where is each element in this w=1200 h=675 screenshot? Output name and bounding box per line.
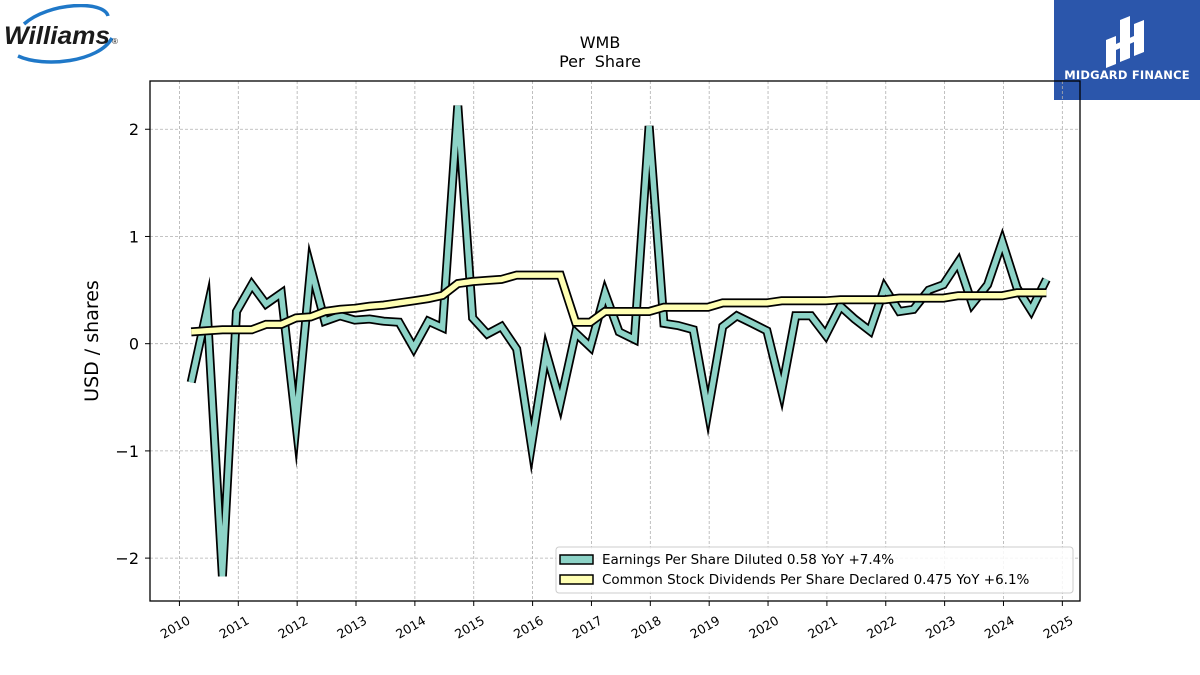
x-tick-label: 2018 (629, 613, 664, 642)
x-tick-label: 2017 (570, 613, 605, 642)
svg-text:Williams: Williams (4, 22, 110, 50)
plot-frame (149, 80, 1081, 602)
x-tick-label: 2010 (158, 613, 193, 642)
eps-series-line-outline (186, 105, 1051, 577)
y-tick-label: 1 (129, 227, 139, 246)
x-axis: 2010 2011 2012 2013 2014 2015 2016 2017 2018 2019… (158, 601, 1076, 642)
x-tick-label: 2019 (687, 613, 722, 642)
x-tick-label: 2021 (805, 613, 840, 642)
x-tick-label: 2015 (452, 613, 487, 642)
x-tick-label: 2022 (864, 613, 899, 642)
eps-series-line (186, 105, 1051, 577)
legend-label: Common Stock Dividends Per Share Declare… (602, 572, 1030, 588)
y-axis: −2 −1 0 1 2 (115, 120, 150, 568)
x-tick-label: 2025 (1041, 613, 1076, 642)
x-tick-label: 2011 (217, 613, 252, 642)
x-tick-label: 2024 (982, 613, 1017, 642)
williams-logo: Williams ® (4, 4, 118, 64)
x-tick-label: 2014 (393, 613, 428, 642)
legend: Earnings Per Share Diluted 0.58 YoY +7.4… (555, 546, 1074, 594)
y-tick-label: −2 (115, 549, 139, 568)
dividends-series-line (190, 270, 1047, 337)
y-tick-label: −1 (115, 442, 139, 461)
x-tick-label: 2023 (923, 613, 958, 642)
chart-title: WMB (579, 33, 621, 52)
eps-series-line-fill (188, 105, 1049, 577)
dividends-series-line-fill (191, 272, 1047, 335)
legend-label: Earnings Per Share Diluted 0.58 YoY +7.4… (602, 552, 894, 568)
x-tick-label: 2020 (746, 613, 781, 642)
y-axis-label: USD / shares (81, 280, 103, 402)
midgard-finance-name: MIDGARD FINANCE (1064, 68, 1190, 82)
legend-swatch (559, 574, 594, 585)
legend-swatch (559, 554, 594, 565)
x-tick-label: 2012 (275, 613, 310, 642)
svg-text:®: ® (112, 37, 118, 46)
x-tick-label: 2013 (334, 613, 369, 642)
legend-box (555, 546, 1074, 594)
chart-subtitle: Per Share (559, 52, 641, 71)
midgard-mark-icon (1106, 16, 1144, 68)
midgard-finance-logo: MIDGARD FINANCE (1054, 0, 1200, 100)
series-layer (186, 105, 1051, 577)
y-tick-label: 2 (129, 120, 139, 139)
x-tick-label: 2016 (511, 613, 546, 642)
y-tick-label: 0 (129, 335, 139, 354)
